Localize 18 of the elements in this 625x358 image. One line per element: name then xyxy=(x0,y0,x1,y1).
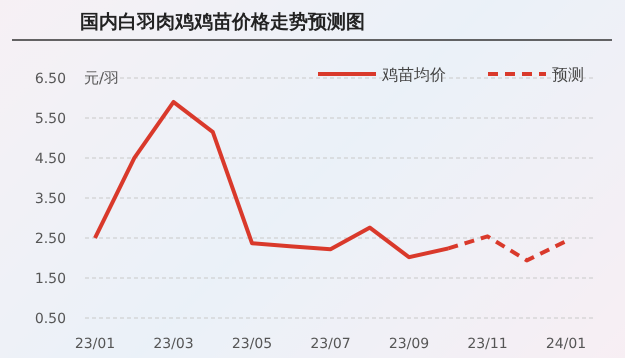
x-tick-label: 23/05 xyxy=(232,336,272,352)
legend-label: 预测 xyxy=(552,65,584,84)
y-tick-label: 6.50 xyxy=(34,71,66,87)
y-tick-label: 0.50 xyxy=(34,311,66,327)
x-tick-label: 23/01 xyxy=(74,336,116,352)
x-tick-label: 24/01 xyxy=(546,336,586,352)
x-tick-label: 23/03 xyxy=(153,336,194,352)
x-tick-label: 23/07 xyxy=(310,336,351,352)
y-tick-label: 4.50 xyxy=(34,151,66,167)
x-tick-label: 23/11 xyxy=(467,336,508,352)
y-tick-label: 1.50 xyxy=(34,271,66,287)
y-tick-label: 2.50 xyxy=(34,231,66,247)
legend-label: 鸡苗均价 xyxy=(381,65,446,84)
x-tick-label: 23/09 xyxy=(388,336,430,352)
y-tick-label: 5.50 xyxy=(34,111,66,127)
y-axis-title: 元/羽 xyxy=(84,69,120,87)
chart-title: 国内白羽肉鸡鸡苗价格走势预测图 xyxy=(80,11,365,33)
y-tick-label: 3.50 xyxy=(34,191,66,207)
